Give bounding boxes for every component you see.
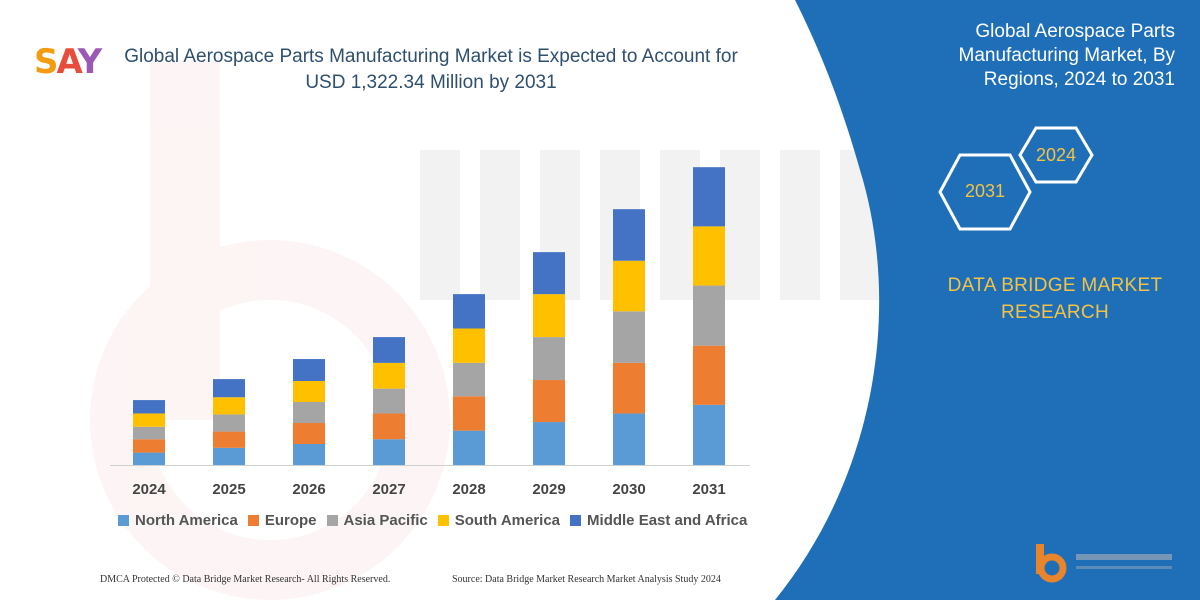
chart-title: Global Aerospace Parts Manufacturing Mar…	[96, 44, 766, 96]
say-logo: SAY	[34, 42, 102, 82]
x-tick-label: 2029	[532, 481, 565, 498]
bar-segment	[373, 337, 405, 363]
source-note: Source: Data Bridge Market Research Mark…	[452, 574, 721, 585]
bar-segment	[613, 311, 645, 363]
bar-segment	[213, 397, 245, 415]
x-tick-label: 2027	[372, 481, 405, 498]
legend-label: North America	[135, 512, 238, 529]
chart-title-line1: Global Aerospace Parts Manufacturing Mar…	[124, 46, 738, 67]
legend-swatch	[247, 515, 259, 526]
legend-label: Middle East and Africa	[587, 512, 748, 529]
legend-item-middle-east-africa: Middle East and Africa	[570, 512, 747, 529]
bar-segment	[133, 426, 165, 440]
dbmr-logo	[1036, 544, 1172, 583]
bar-segment	[133, 400, 165, 414]
panel-title: Global Aerospace Parts Manufacturing Mar…	[920, 20, 1175, 92]
bar-segment	[453, 396, 485, 431]
bar-segment	[293, 381, 325, 402]
chart-legend: North America Europe Asia Pacific South …	[118, 512, 747, 529]
bar-segment	[453, 430, 485, 465]
bar-segment	[613, 260, 645, 312]
bar-segment	[693, 167, 725, 227]
bar-segment	[693, 404, 725, 465]
x-tick-label: 2026	[292, 481, 325, 498]
brand-name: DATA BRIDGE MARKET RESEARCH	[920, 272, 1190, 326]
legend-swatch	[437, 515, 449, 526]
bar-segment	[373, 362, 405, 389]
bar-segment	[613, 413, 645, 465]
bar-segment	[613, 362, 645, 414]
bar-segment	[533, 337, 565, 381]
panel-title-line1: Global Aerospace Parts	[975, 21, 1175, 42]
panel-title-line3: Regions, 2024 to 2031	[983, 69, 1175, 90]
legend-item-asia-pacific: Asia Pacific	[326, 512, 428, 529]
bar-segment	[533, 380, 565, 423]
bar-segment	[133, 452, 165, 465]
bar-segment	[693, 345, 725, 405]
legend-item-north-america: North America	[118, 512, 238, 529]
hex-label-start: 2024	[1035, 145, 1077, 165]
bar-segment	[293, 444, 325, 465]
hex-label-end: 2031	[964, 181, 1006, 201]
chart-title-line2: USD 1,322.34 Million by 2031	[305, 72, 557, 93]
x-tick-label: 2030	[612, 481, 645, 498]
bar-segment	[693, 226, 725, 286]
brand-line2: RESEARCH	[1001, 302, 1109, 323]
legend-swatch	[570, 515, 582, 526]
bar-segment	[373, 388, 405, 414]
x-tick-label: 2028	[452, 481, 485, 498]
bar-segment	[533, 252, 565, 295]
bar-segment	[373, 413, 405, 440]
bar-segment	[453, 328, 485, 363]
x-tick-label: 2031	[692, 481, 725, 498]
bar-segment	[213, 379, 245, 398]
bar-segment	[533, 422, 565, 465]
bar-segment	[453, 294, 485, 329]
bar-segment	[213, 414, 245, 432]
legend-swatch	[326, 515, 338, 526]
panel-title-line2: Manufacturing Market, By	[958, 45, 1175, 66]
bar-segment	[613, 209, 645, 261]
legend-swatch	[118, 515, 129, 526]
bar-segment	[293, 359, 325, 381]
legend-label: Europe	[264, 512, 317, 529]
bar-segment	[133, 413, 165, 427]
legend-label: Asia Pacific	[343, 512, 428, 529]
x-tick-label: 2025	[212, 481, 245, 498]
bar-segment	[213, 447, 245, 465]
bar-segment	[453, 362, 485, 397]
x-tick-label: 2024	[132, 481, 166, 498]
bar-segment	[693, 285, 725, 346]
brand-line1: DATA BRIDGE MARKET	[947, 275, 1163, 296]
legend-item-south-america: South America	[437, 512, 561, 529]
stacked-bar-chart: 2024 2025 2026 2027 2028 2029 2030 2031	[110, 167, 750, 498]
bar-segment	[213, 431, 245, 448]
bar-segment	[133, 439, 165, 453]
legend-item-europe: Europe	[247, 512, 317, 529]
bar-segment	[373, 439, 405, 465]
bar-segment	[293, 402, 325, 423]
bar-segment	[533, 294, 565, 338]
copyright-notice: DMCA Protected © Data Bridge Market Rese…	[100, 574, 391, 585]
legend-label: South America	[454, 512, 561, 529]
bar-segment	[293, 423, 325, 444]
